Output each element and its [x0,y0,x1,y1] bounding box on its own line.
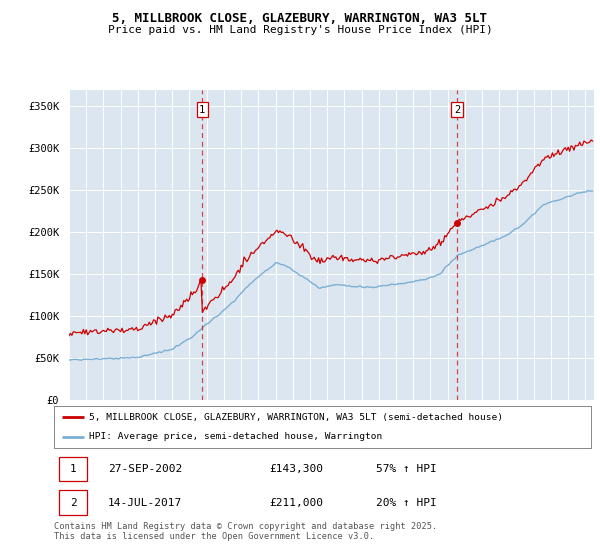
Text: 5, MILLBROOK CLOSE, GLAZEBURY, WARRINGTON, WA3 5LT: 5, MILLBROOK CLOSE, GLAZEBURY, WARRINGTO… [113,12,487,25]
Text: 20% ↑ HPI: 20% ↑ HPI [376,497,437,507]
Text: 1: 1 [199,105,205,115]
Text: 14-JUL-2017: 14-JUL-2017 [108,497,182,507]
Text: 27-SEP-2002: 27-SEP-2002 [108,464,182,474]
Text: Price paid vs. HM Land Registry's House Price Index (HPI): Price paid vs. HM Land Registry's House … [107,25,493,35]
Text: £143,300: £143,300 [269,464,323,474]
Text: 5, MILLBROOK CLOSE, GLAZEBURY, WARRINGTON, WA3 5LT (semi-detached house): 5, MILLBROOK CLOSE, GLAZEBURY, WARRINGTO… [89,413,503,422]
Text: 2: 2 [70,497,77,507]
Bar [59,457,87,481]
Bar [59,491,87,515]
Text: 57% ↑ HPI: 57% ↑ HPI [376,464,437,474]
Text: 2: 2 [454,105,460,115]
Text: 1: 1 [70,464,77,474]
Text: £211,000: £211,000 [269,497,323,507]
Text: Contains HM Land Registry data © Crown copyright and database right 2025.
This d: Contains HM Land Registry data © Crown c… [54,522,437,542]
Text: HPI: Average price, semi-detached house, Warrington: HPI: Average price, semi-detached house,… [89,432,382,441]
